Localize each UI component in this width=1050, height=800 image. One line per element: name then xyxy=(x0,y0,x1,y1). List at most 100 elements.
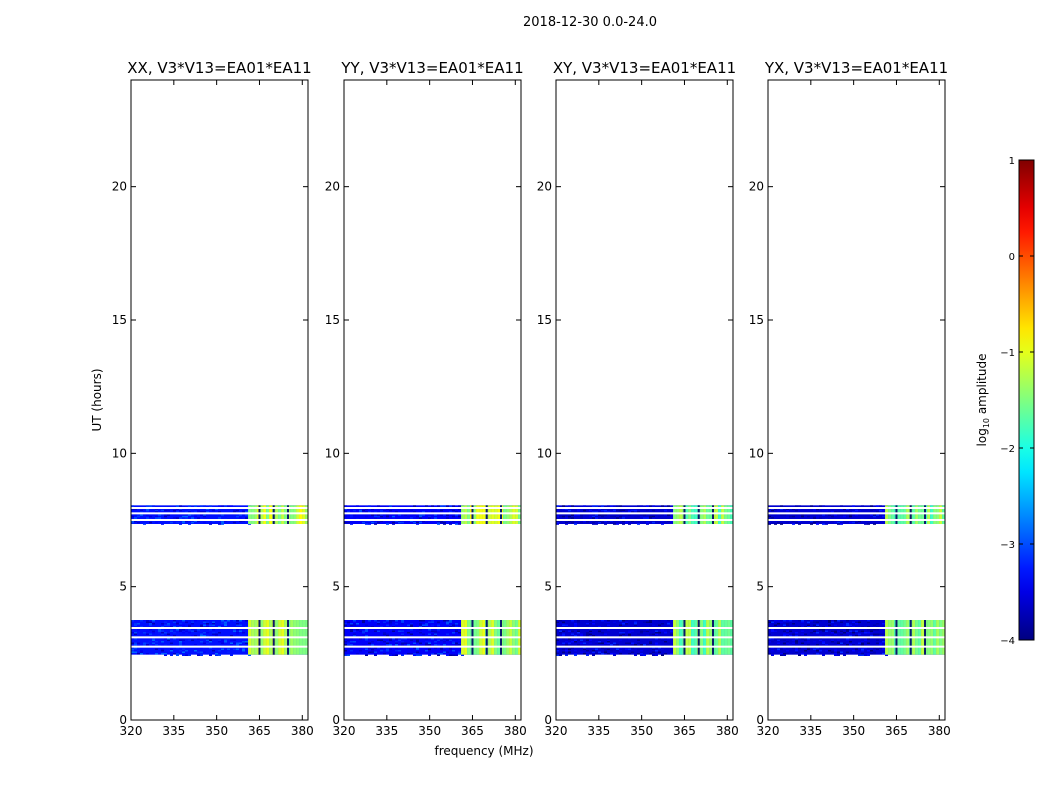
noise-pixel xyxy=(209,523,212,525)
channel-gap xyxy=(500,505,503,524)
noise-pixel xyxy=(622,632,625,634)
noise-pixel xyxy=(359,638,362,640)
noise-pixel xyxy=(852,644,855,646)
noise-pixel xyxy=(350,514,353,516)
noise-pixel xyxy=(831,639,834,641)
noise-pixel xyxy=(182,651,185,653)
noise-pixel xyxy=(167,623,170,625)
noise-pixel xyxy=(413,638,416,640)
noise-pixel xyxy=(789,635,792,637)
noise-pixel xyxy=(592,633,595,635)
noise-pixel xyxy=(819,517,822,519)
noise-pixel xyxy=(870,630,873,632)
rfi-column xyxy=(885,505,889,524)
noise-pixel xyxy=(864,653,867,655)
noise-pixel xyxy=(819,629,822,631)
noise-pixel xyxy=(383,508,386,510)
noise-pixel xyxy=(571,620,574,622)
noise-pixel xyxy=(386,508,389,510)
noise-pixel xyxy=(197,520,200,522)
noise-pixel xyxy=(401,621,404,623)
noise-pixel xyxy=(867,620,870,622)
rfi-column xyxy=(497,505,501,524)
noise-pixel xyxy=(873,626,876,628)
noise-pixel xyxy=(601,642,604,644)
noise-pixel xyxy=(431,638,434,640)
noise-pixel xyxy=(852,521,855,524)
noise-pixel xyxy=(583,642,586,644)
noise-pixel xyxy=(185,515,188,518)
noise-pixel xyxy=(440,648,443,650)
noise-pixel xyxy=(149,641,152,643)
noise-pixel xyxy=(389,620,392,622)
noise-pixel xyxy=(786,620,789,622)
noise-pixel xyxy=(164,654,167,656)
noise-pixel xyxy=(413,654,416,656)
noise-pixel xyxy=(649,642,652,644)
noise-pixel xyxy=(143,620,146,622)
noise-pixel xyxy=(410,629,413,631)
rfi-column xyxy=(290,505,294,524)
noise-pixel xyxy=(410,633,413,635)
noise-pixel xyxy=(640,654,643,656)
noise-pixel xyxy=(640,515,643,518)
noise-pixel xyxy=(646,635,649,637)
noise-pixel xyxy=(840,511,843,513)
noise-pixel xyxy=(389,621,392,623)
noise-pixel xyxy=(173,632,176,634)
noise-pixel xyxy=(149,521,152,524)
noise-pixel xyxy=(816,511,819,513)
noise-pixel xyxy=(655,633,658,635)
noise-pixel xyxy=(667,638,670,640)
noise-pixel xyxy=(410,509,413,512)
noise-pixel xyxy=(622,511,625,513)
noise-pixel xyxy=(197,651,200,653)
flagged-row xyxy=(131,627,308,629)
noise-pixel xyxy=(137,650,140,652)
noise-pixel xyxy=(179,623,182,625)
noise-pixel xyxy=(646,644,649,646)
noise-pixel xyxy=(813,635,816,637)
noise-pixel xyxy=(816,624,819,626)
noise-pixel xyxy=(777,509,780,512)
noise-pixel xyxy=(843,624,846,626)
noise-pixel xyxy=(837,644,840,646)
noise-pixel xyxy=(873,629,876,631)
noise-pixel xyxy=(873,515,876,518)
noise-pixel xyxy=(161,630,164,632)
noise-pixel xyxy=(158,647,161,649)
noise-pixel xyxy=(661,514,664,516)
noise-pixel xyxy=(580,515,583,518)
noise-pixel xyxy=(209,647,212,649)
rfi-column xyxy=(915,505,919,524)
noise-pixel xyxy=(446,638,449,640)
noise-pixel xyxy=(446,514,449,516)
noise-pixel xyxy=(807,638,810,640)
noise-pixel xyxy=(876,511,879,513)
noise-pixel xyxy=(242,509,245,512)
noise-pixel xyxy=(571,505,574,507)
noise-pixel xyxy=(562,624,565,626)
noise-pixel xyxy=(834,635,837,637)
noise-pixel xyxy=(562,633,565,635)
noise-pixel xyxy=(242,632,245,634)
noise-pixel xyxy=(236,620,239,622)
noise-pixel xyxy=(215,650,218,652)
noise-pixel xyxy=(416,653,419,655)
noise-pixel xyxy=(643,644,646,646)
noise-pixel xyxy=(667,642,670,644)
noise-pixel xyxy=(407,644,410,646)
noise-pixel xyxy=(200,630,203,632)
noise-pixel xyxy=(152,642,155,644)
noise-pixel xyxy=(846,624,849,626)
noise-pixel xyxy=(780,620,783,622)
channel-gap xyxy=(895,505,898,524)
noise-pixel xyxy=(795,635,798,637)
noise-pixel xyxy=(350,647,353,649)
noise-pixel xyxy=(179,626,182,628)
noise-pixel xyxy=(191,508,194,510)
noise-pixel xyxy=(831,515,834,518)
noise-pixel xyxy=(837,639,840,641)
noise-pixel xyxy=(377,641,380,643)
noise-pixel xyxy=(625,623,628,625)
